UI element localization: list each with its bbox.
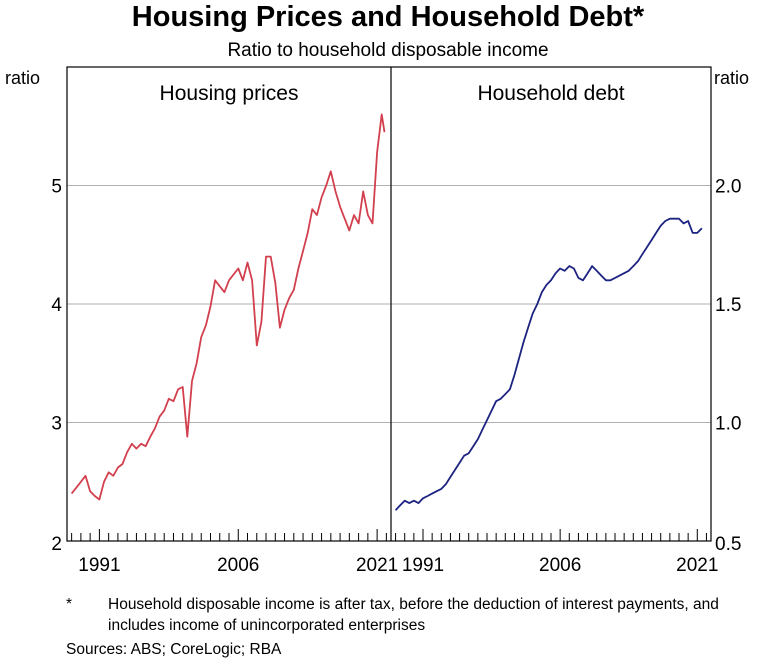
y-tick-label-debt: 1.0 [715, 414, 741, 435]
x-tick-label-housing: 1991 [78, 555, 120, 576]
y-axis-label-left: ratio [5, 68, 40, 88]
footnote-marker: * [66, 596, 73, 613]
chart-title: Housing Prices and Household Debt* [132, 1, 645, 33]
y-axis-label-right: ratio [714, 68, 749, 88]
chart-subtitle: Ratio to household disposable income [227, 40, 548, 61]
plot-frame [66, 66, 712, 542]
footnote-text: Household disposable income is after tax… [108, 596, 719, 634]
x-tick-label-housing: 2021 [356, 555, 398, 576]
y-tick-label-debt: 1.5 [715, 295, 741, 316]
y-tick-label-housing: 2 [51, 534, 62, 555]
x-tick-label-debt: 2021 [676, 555, 718, 576]
panel-title-debt: Household debt [477, 82, 624, 105]
series-line-debt [394, 217, 703, 511]
y-tick-label-housing: 4 [51, 295, 62, 316]
x-tick-label-housing: 2006 [217, 555, 259, 576]
sources: Sources: ABS; CoreLogic; RBA [66, 641, 282, 658]
x-tick-label-debt: 1991 [402, 555, 444, 576]
footnote: * Household disposable income is after t… [66, 594, 766, 636]
plot-border [66, 66, 712, 542]
series-line-housing [70, 113, 386, 501]
y-tick-label-debt: 0.5 [715, 534, 741, 555]
x-tick-label-debt: 2006 [539, 555, 581, 576]
y-tick-label-housing: 3 [51, 414, 62, 435]
gridlines [67, 185, 711, 423]
series-layer [70, 113, 703, 511]
y-tick-label-housing: 5 [51, 177, 62, 198]
panel-title-housing: Housing prices [160, 82, 299, 105]
y-tick-label-debt: 2.0 [715, 177, 741, 198]
tick-marks [71, 529, 707, 541]
